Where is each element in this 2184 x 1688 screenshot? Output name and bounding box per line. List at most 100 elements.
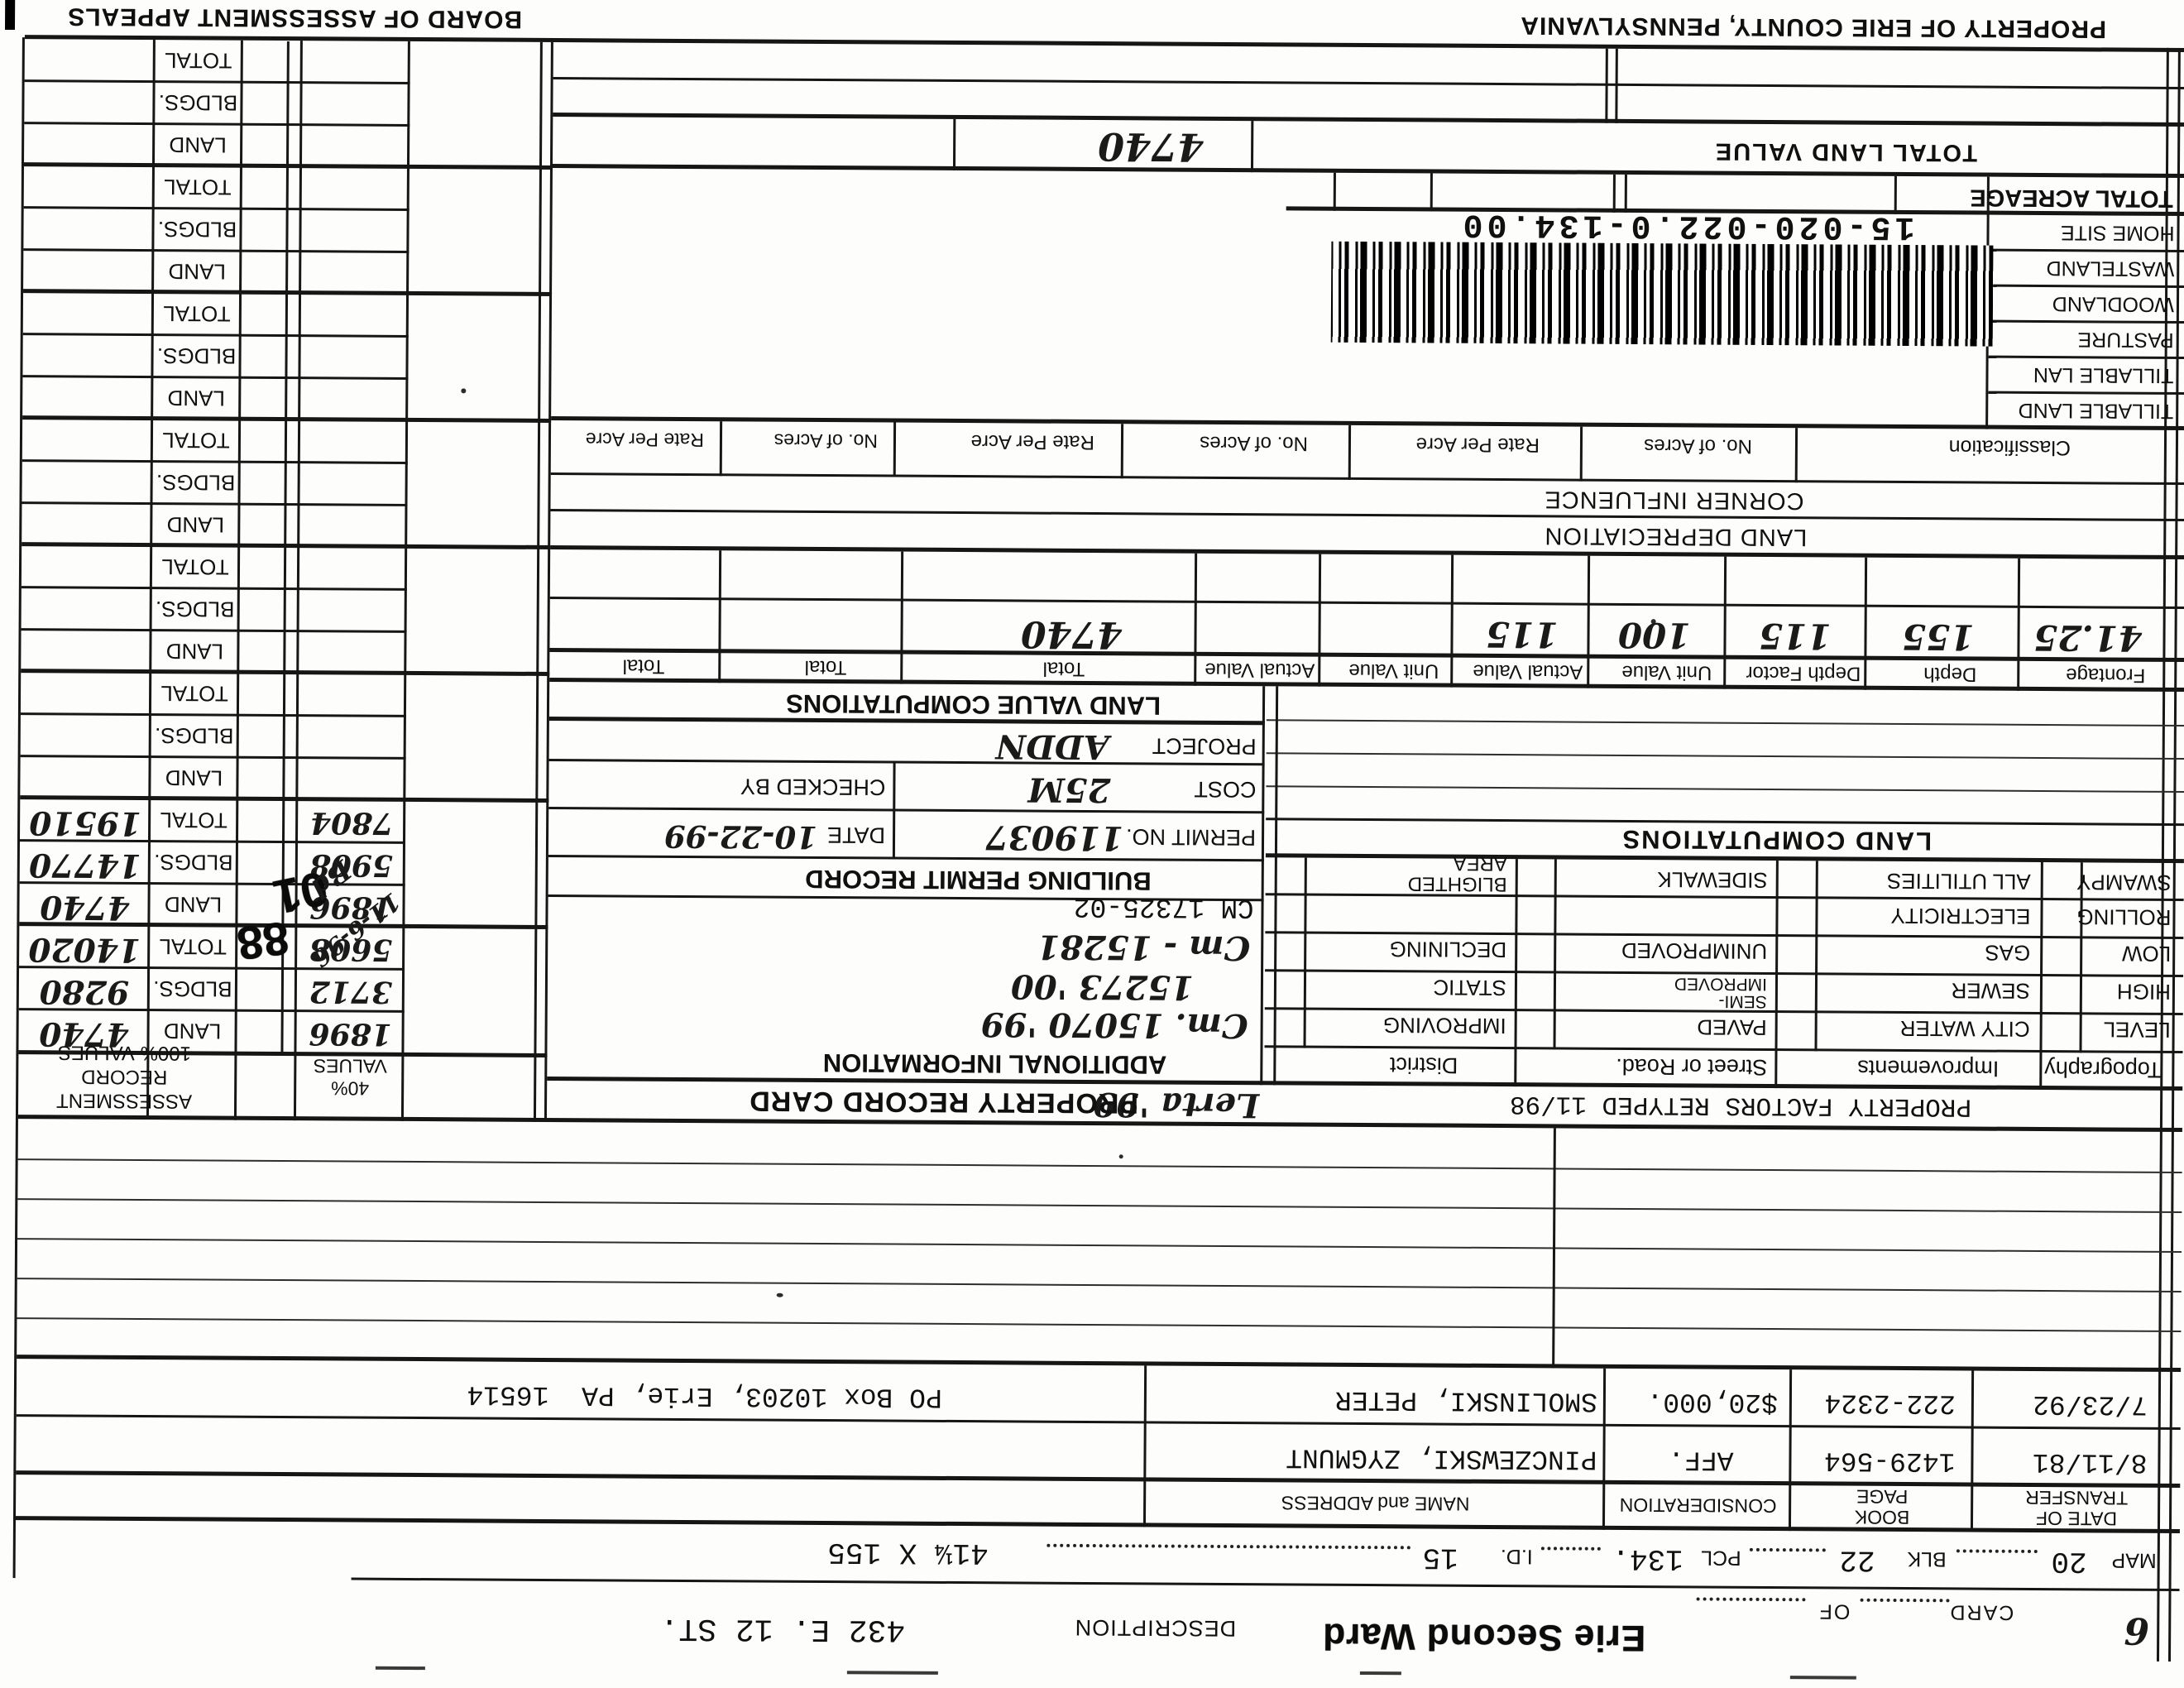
classification-label: Classification (1948, 435, 2071, 460)
assessment-row-label: BLDGS. (158, 90, 238, 116)
book-page-header: BOOK PAGE (1854, 1485, 1910, 1529)
pcl-label: PCL (1701, 1546, 1741, 1570)
factor-cell: SIDEWALK (1657, 867, 1768, 893)
assessment-row-label: LAND (164, 892, 223, 918)
no-of-acres-label: No. of Acres (1200, 431, 1309, 455)
bldgs-100-value: 9280 (39, 972, 130, 1011)
assessment-row-label: BLDGS. (154, 723, 234, 749)
lot-dimensions: 41¼ X 155 (827, 1535, 989, 1571)
factor-cell: STATIC (1433, 975, 1507, 1001)
total-acreage-label: TOTAL ACREAGE (1970, 184, 2173, 212)
lvc-header: Depth Factor (1746, 661, 1861, 685)
no-of-acres-label: No. of Acres (774, 429, 879, 453)
property-factors-title: PROPERTY FACTORS RETYPED 11/98 (1509, 1089, 1972, 1121)
assessment-row-label: BLDGS. (156, 470, 236, 496)
id-value: 15 (1422, 1540, 1458, 1575)
factor-cell: ROLLING (2076, 904, 2172, 930)
transfer-row: 8/11/81 1429-564 AFF. PINCZEWSKI, ZYGMUN… (0, 1441, 2179, 1688)
assessment-row-label: TOTAL (159, 934, 228, 960)
transfer-consideration: AFF. (1668, 1444, 1734, 1475)
factor-cell: DECLINING (1389, 937, 1507, 963)
grid-lines (0, 35, 2184, 1688)
land-100-value: 4740 (40, 888, 130, 927)
frontage-value: 41.25 (2033, 616, 2143, 659)
cost-label: COST (1194, 776, 1257, 803)
acreage-row-label: TILLABLE LAN (2033, 362, 2174, 387)
additional-note-typed: CM 17325-02 (1073, 890, 1254, 923)
permit-no-value: 119037 (984, 818, 1124, 858)
card-label: CARD (1948, 1600, 2014, 1624)
transfer-date-header: DATE OF TRANSFER (2025, 1486, 2129, 1530)
id-label: I.D. (1500, 1545, 1533, 1569)
bldgs-40-value: 3712 (309, 974, 393, 1009)
project-label: PROJECT (1152, 733, 1257, 760)
assessment-row-label: LAND (168, 259, 226, 285)
total-100-value: 14020 (28, 930, 141, 969)
cost-value: 25M (1027, 770, 1111, 810)
lvc-header: Actual Value (1205, 658, 1315, 682)
project-value: ADDN (995, 727, 1109, 767)
checked-by-label: CHECKED BY (740, 774, 886, 800)
total-land-value: 4740 (1097, 124, 1205, 170)
assessment-row-label: TOTAL (163, 301, 231, 327)
bldgs-100-value: 14770 (28, 846, 141, 885)
board-footer: BOARD OF ASSESSMENT APPEALS (67, 2, 523, 33)
pcl-value: 134. (1612, 1541, 1684, 1576)
blk-value: 22 (1839, 1542, 1875, 1577)
transfer-row: 7/23/92 222-2324 $20,000. SMOLINSKI, PET… (0, 1379, 2179, 1688)
no-of-acres-label: No. of Acres (1644, 434, 1753, 458)
rate-per-acre-label: Rate Per Acre (970, 430, 1095, 454)
permit-no-label: PERMIT NO. (1125, 824, 1257, 851)
parcel-number: 15-020-022.0-134.00 (1458, 204, 1915, 246)
lvc-header: Total (804, 655, 847, 679)
assessment-row-label: BLDGS. (156, 343, 237, 369)
street-road-header: Street or Road. (1616, 1053, 1768, 1080)
total-40-value: 7804 (309, 805, 394, 841)
building-permit-title: BUILDING PERMIT RECORD (805, 864, 1152, 896)
assessment-row-label: BLDGS. (154, 850, 233, 875)
assessment-row-label: LAND (169, 132, 227, 158)
land-computations-title: LAND COMPUTATIONS (1621, 824, 1933, 856)
description-label: DESCRIPTION (1074, 1614, 1237, 1642)
transfer-date: 8/11/81 (2032, 1446, 2148, 1478)
transfer-book-page: 1429-564 (1823, 1445, 1956, 1477)
additional-note: Cm - 15281 (1037, 927, 1251, 968)
lvc-total-value: 4740 (1020, 612, 1123, 656)
transfer-date: 7/23/92 (2033, 1388, 2148, 1420)
unit-value: 100 (1617, 614, 1691, 656)
name-address-header: NAME and ADDRESS (1281, 1492, 1470, 1515)
assessment-row-label: LAND (167, 386, 226, 411)
forty-percent-header: 40% VALUES (313, 1055, 387, 1100)
record-card-title: PROPERTY RECORD CARD (749, 1085, 1139, 1120)
total-land-value-label: TOTAL LAND VALUE (1713, 137, 1978, 166)
actual-value: 115 (1485, 613, 1559, 655)
acreage-row-label: WOODLAND (2052, 292, 2175, 316)
lvc-header: Frontage (2066, 664, 2146, 687)
assessment-row-label: TOTAL (164, 175, 232, 200)
description-value: 432 E. 12 ST. (659, 1609, 906, 1647)
lvc-header: Total (1042, 657, 1085, 680)
land-value-computations-title: LAND VALUE COMPUTATIONS (786, 688, 1161, 721)
acreage-row-label: WASTELAND (2046, 257, 2175, 281)
additional-information-title: ADDITIONAL INFORMATION (822, 1048, 1167, 1080)
rate-per-acre-label: Rate Per Acre (1415, 433, 1540, 457)
county-footer: PROPERTY OF ERIE COUNTY, PENNSYLVANIA (1520, 12, 2107, 43)
depth-factor-value: 115 (1758, 615, 1832, 657)
lvc-header: Total (622, 655, 665, 678)
factor-cell: SWAMPY (2076, 870, 2172, 895)
assessment-row-label: BLDGS. (155, 597, 235, 622)
land-40-value: 1896 (309, 1016, 392, 1052)
blk-label: BLK (1907, 1547, 1947, 1571)
map-value: 20 (2051, 1544, 2087, 1579)
handwritten-card-number: 6 (2124, 1609, 2150, 1652)
parcel-barcode (1330, 241, 1994, 347)
lvc-header: Unit Value (1348, 659, 1439, 683)
depth-value: 155 (1901, 616, 1975, 658)
land-depreciation-label: LAND DEPRECIATION (1544, 522, 1808, 551)
ward-stamp: Erie Second Ward (1322, 1615, 1646, 1659)
card-of-label: OF (1818, 1599, 1851, 1623)
acreage-row-label: HOME SITE (2060, 221, 2175, 245)
transfer-name: SMOLINSKI, PETER PO Box 10203, Erie, PA … (467, 1379, 1598, 1417)
